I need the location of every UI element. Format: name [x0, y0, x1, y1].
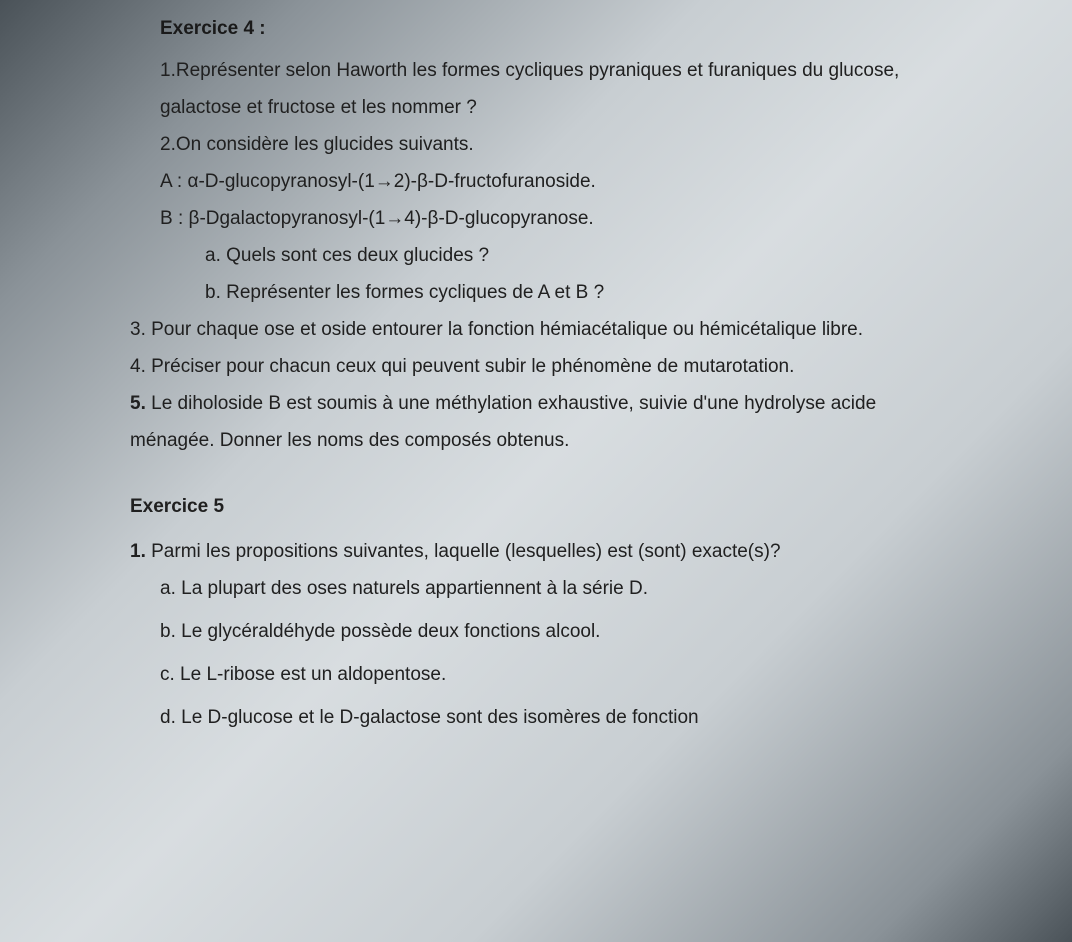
ex4-q2-sub-b: b. Représenter les formes cycliques de A… — [205, 274, 1022, 311]
spacer — [100, 460, 1022, 488]
ex4-q5-line1: 5. Le diholoside B est soumis à une méth… — [130, 385, 1022, 422]
ex5-opt-a: a. La plupart des oses naturels appartie… — [160, 570, 1022, 607]
exercice4-title: Exercice 4 : — [160, 18, 1022, 40]
ex4-q2-sub-a: a. Quels sont ces deux glucides ? — [205, 237, 1022, 274]
ex5-q1-text: Parmi les propositions suivantes, laquel… — [146, 541, 781, 562]
ex4-q5-num: 5. — [130, 393, 146, 414]
ex4-q3: 3. Pour chaque ose et oside entourer la … — [130, 311, 1022, 348]
ex4-q2-b: B : β-Dgalactopyranosyl-(1→4)-β-D-glucop… — [160, 200, 1022, 237]
ex4-q1-line1: 1.Représenter selon Haworth les formes c… — [160, 52, 1022, 89]
ex4-q5-rest: Le diholoside B est soumis à une méthyla… — [146, 393, 876, 414]
ex5-q1-num: 1. — [130, 541, 146, 562]
ex5-opt-c: c. Le L-ribose est un aldopentose. — [160, 656, 1022, 693]
ex4-q5-line2: ménagée. Donner les noms des composés ob… — [130, 422, 1022, 459]
ex5-q1: 1. Parmi les propositions suivantes, laq… — [130, 533, 1022, 570]
ex5-opt-d: d. Le D-glucose et le D-galactose sont d… — [160, 699, 1022, 736]
ex4-q2-a: A : α-D-glucopyranosyl-(1→2)-β-D-fructof… — [160, 163, 1022, 200]
ex5-options: a. La plupart des oses naturels appartie… — [100, 570, 1022, 736]
page-content: Exercice 4 : 1.Représenter selon Haworth… — [100, 18, 1022, 736]
ex4-q4: 4. Préciser pour chacun ceux qui peuvent… — [130, 348, 1022, 385]
ex4-q2: 2.On considère les glucides suivants. — [160, 126, 1022, 163]
ex4-q1-line2: galactose et fructose et les nommer ? — [160, 89, 1022, 126]
exercice5-title: Exercice 5 — [130, 488, 1022, 525]
ex5-opt-b: b. Le glycéraldéhyde possède deux foncti… — [160, 613, 1022, 650]
